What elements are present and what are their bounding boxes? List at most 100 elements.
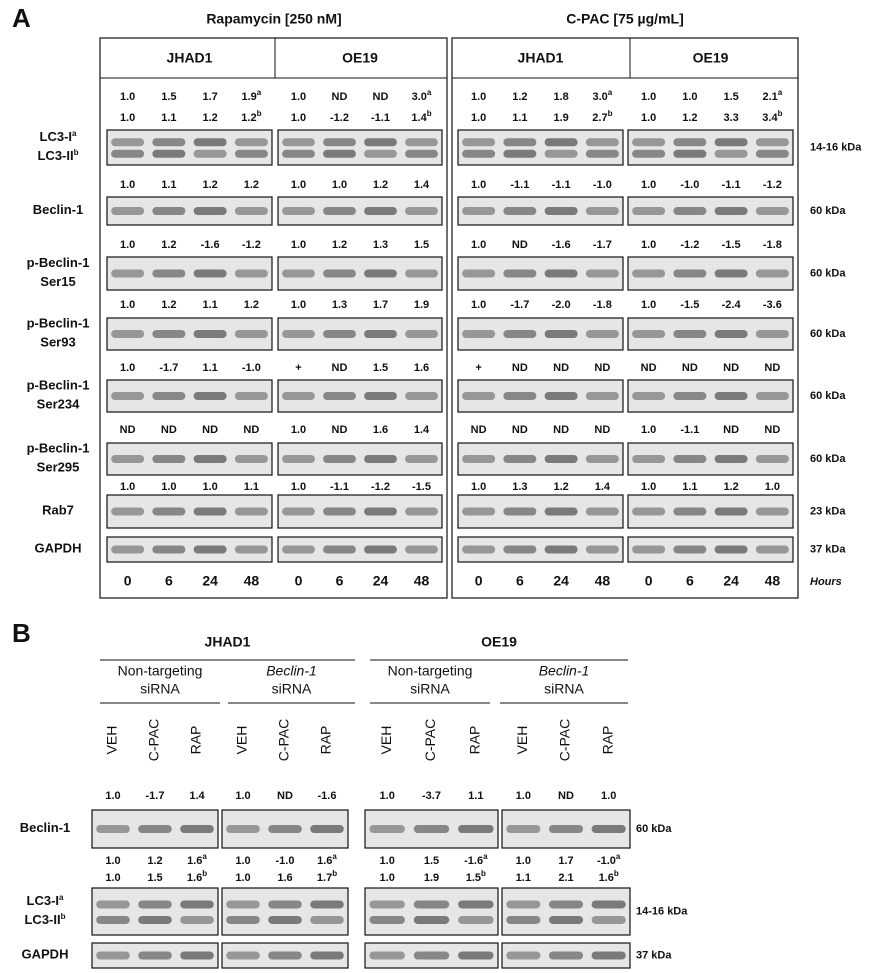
blot — [92, 888, 218, 935]
band — [405, 150, 438, 158]
band — [586, 150, 619, 158]
quant-value: 2.7b — [592, 109, 612, 124]
band — [592, 900, 626, 908]
quant-value: 1.0 — [471, 91, 486, 103]
hour-label: 48 — [595, 573, 611, 589]
quant-value: 1.0 — [516, 855, 531, 867]
quant-value: 1.0 — [291, 424, 306, 436]
band — [111, 330, 144, 338]
hour-label: 6 — [336, 573, 344, 589]
lane-label: VEH — [514, 726, 530, 755]
band — [545, 455, 578, 463]
quant-value: -1.0 — [680, 179, 699, 191]
band — [310, 825, 344, 833]
kda-label: 14-16 kDa — [636, 905, 688, 917]
quant-value-text: -1.6 — [464, 855, 483, 867]
band — [405, 546, 438, 554]
quant-value: ND — [682, 362, 698, 374]
quant-value: -1.1 — [510, 179, 529, 191]
band — [235, 546, 268, 554]
row-label: GAPDH — [35, 541, 82, 556]
quant-value: -2.0 — [552, 299, 571, 311]
kda-label: 60 kDa — [810, 328, 846, 340]
quant-value: 1.0 — [765, 481, 780, 493]
band — [503, 138, 536, 146]
quant-value: 3.4b — [762, 109, 782, 124]
quant-value: 1.6 — [373, 424, 388, 436]
band — [310, 916, 344, 924]
band — [194, 392, 227, 400]
band — [756, 270, 789, 278]
quant-value-text: 1.6 — [317, 855, 332, 867]
band — [506, 952, 540, 960]
lane-label: VEH — [104, 726, 120, 755]
quant-value: ND — [332, 424, 348, 436]
kda-label: 60 kDa — [810, 390, 846, 402]
quant-value: 1.0 — [516, 790, 531, 802]
quant-value: 1.2 — [512, 91, 527, 103]
quant-value: + — [295, 362, 301, 374]
row-label: LC3-IIb — [37, 148, 78, 164]
band — [673, 546, 706, 554]
band — [673, 455, 706, 463]
quant-value-text: 3.0 — [412, 91, 427, 103]
quant-value-sup: b — [614, 869, 619, 878]
band — [282, 207, 315, 215]
quant-value: 1.0 — [105, 855, 120, 867]
row-label-text: LC3-II — [37, 148, 73, 163]
band — [268, 916, 302, 924]
quant-value: ND — [202, 424, 218, 436]
band — [235, 330, 268, 338]
quant-value: ND — [553, 362, 569, 374]
blot — [107, 130, 272, 165]
quant-value: 1.0 — [471, 179, 486, 191]
band — [414, 825, 449, 833]
quant-value: ND — [764, 424, 780, 436]
quant-value: 1.0 — [105, 872, 120, 884]
band — [282, 330, 315, 338]
band — [673, 392, 706, 400]
band — [180, 900, 214, 908]
quant-value: 1.1 — [161, 179, 176, 191]
quant-value: ND — [723, 362, 739, 374]
quant-value: ND — [764, 362, 780, 374]
quant-value: 1.0 — [380, 855, 395, 867]
quant-value: ND — [161, 424, 177, 436]
quant-value: -1.5 — [680, 299, 699, 311]
quant-value: 1.2 — [147, 855, 162, 867]
row-label: Ser295 — [37, 460, 80, 475]
band — [194, 546, 227, 554]
band — [462, 330, 495, 338]
row-label-text: Rab7 — [42, 503, 74, 518]
band — [673, 207, 706, 215]
quant-value: 1.0 — [682, 91, 697, 103]
band — [282, 270, 315, 278]
quant-value: 1.2 — [161, 299, 176, 311]
band — [152, 392, 185, 400]
band — [545, 508, 578, 516]
band — [756, 546, 789, 554]
quant-value: 1.1 — [682, 481, 697, 493]
quant-value: ND — [277, 790, 293, 802]
quant-value-text: 1.6 — [187, 872, 202, 884]
quant-value: 1.6 — [277, 872, 292, 884]
row-label-sup: a — [72, 129, 77, 138]
quant-value: 1.4 — [414, 179, 430, 191]
quant-value: ND — [558, 790, 574, 802]
quant-value-text: 3.4 — [762, 112, 778, 124]
quant-value: 1.0 — [120, 481, 135, 493]
quant-value-sup: b — [608, 109, 613, 118]
band — [405, 392, 438, 400]
band — [282, 392, 315, 400]
quant-value: 1.4 — [595, 481, 611, 493]
quant-value: -1.8 — [593, 299, 612, 311]
quant-value-text: 1.2 — [241, 112, 256, 124]
panel-label: A — [12, 3, 31, 33]
quant-value: 1.2 — [161, 239, 176, 251]
band — [632, 150, 665, 158]
band — [364, 207, 397, 215]
quant-value-sup: b — [332, 869, 337, 878]
band — [756, 455, 789, 463]
quant-value: 1.9a — [242, 88, 262, 103]
band — [586, 392, 619, 400]
